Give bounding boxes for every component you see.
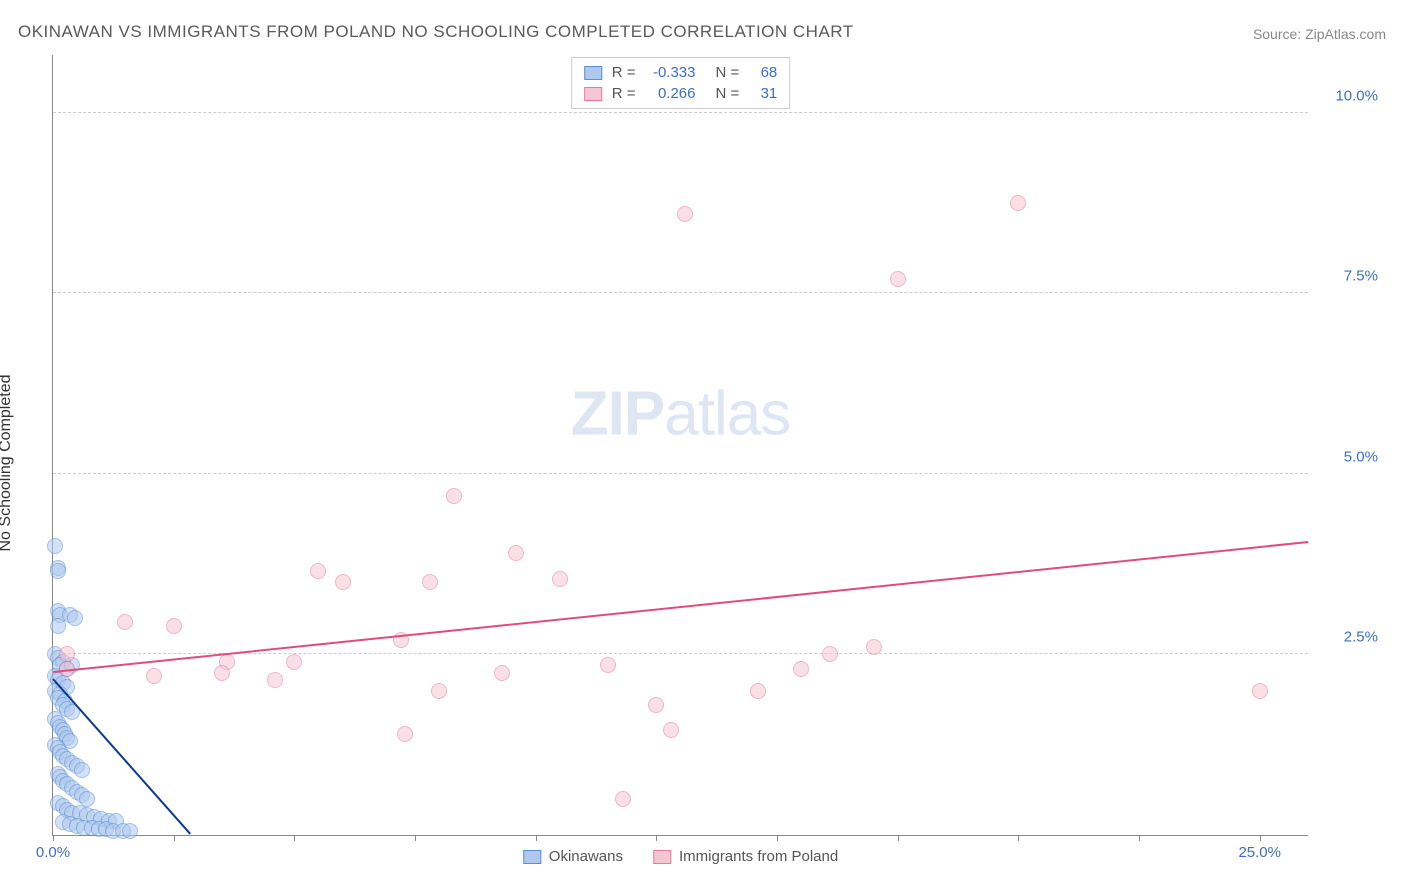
- series-legend-item: Okinawans: [523, 848, 623, 865]
- data-point: [397, 726, 413, 742]
- legend-swatch: [584, 87, 602, 101]
- data-point: [267, 672, 283, 688]
- series-legend: Okinawans Immigrants from Poland: [523, 848, 838, 865]
- data-point: [750, 683, 766, 699]
- x-tick: [1018, 835, 1019, 841]
- legend-swatch: [584, 66, 602, 80]
- stat-n-label: N =: [716, 64, 740, 81]
- data-point: [615, 791, 631, 807]
- data-point: [117, 614, 133, 630]
- series-legend-item: Immigrants from Poland: [653, 848, 838, 865]
- x-tick: [415, 835, 416, 841]
- grid-line-h: [53, 473, 1308, 474]
- stat-r-label: R =: [612, 85, 636, 102]
- y-tick-label: 10.0%: [1318, 87, 1378, 104]
- y-tick-label: 5.0%: [1318, 448, 1378, 465]
- plot-area: ZIPatlas R =-0.333N =68R =0.266N =31 Oki…: [52, 55, 1308, 836]
- x-tick: [174, 835, 175, 841]
- data-point: [286, 654, 302, 670]
- stat-r-value: 0.266: [646, 85, 696, 102]
- grid-line-h: [53, 292, 1308, 293]
- data-point: [793, 661, 809, 677]
- x-tick: [53, 835, 54, 841]
- x-tick: [777, 835, 778, 841]
- source-attribution: Source: ZipAtlas.com: [1253, 26, 1386, 42]
- data-point: [446, 488, 462, 504]
- data-point: [648, 697, 664, 713]
- stat-n-label: N =: [716, 85, 740, 102]
- y-axis-title: No Schooling Completed: [0, 374, 15, 551]
- data-point: [663, 722, 679, 738]
- data-point: [47, 538, 63, 554]
- x-tick: [898, 835, 899, 841]
- y-tick-label: 2.5%: [1318, 629, 1378, 646]
- x-tick: [294, 835, 295, 841]
- data-point: [494, 665, 510, 681]
- data-point: [600, 657, 616, 673]
- x-tick-label: 25.0%: [1238, 844, 1281, 861]
- grid-line-h: [53, 112, 1308, 113]
- data-point: [1252, 683, 1268, 699]
- data-point: [890, 271, 906, 287]
- data-point: [677, 206, 693, 222]
- stat-n-value: 68: [749, 64, 777, 81]
- data-point: [79, 791, 95, 807]
- data-point: [50, 563, 66, 579]
- data-point: [335, 574, 351, 590]
- data-point: [166, 618, 182, 634]
- x-tick: [1139, 835, 1140, 841]
- data-point: [74, 762, 90, 778]
- y-tick-label: 7.5%: [1318, 268, 1378, 285]
- stat-r-value: -0.333: [646, 64, 696, 81]
- data-point: [822, 646, 838, 662]
- data-point: [310, 563, 326, 579]
- x-tick: [656, 835, 657, 841]
- x-tick: [1260, 835, 1261, 841]
- legend-swatch: [653, 850, 671, 864]
- stat-n-value: 31: [749, 85, 777, 102]
- stats-legend-row: R = 0.266 N = 31: [584, 83, 778, 104]
- chart-title: OKINAWAN VS IMMIGRANTS FROM POLAND NO SC…: [18, 22, 854, 42]
- watermark-bold: ZIP: [571, 379, 664, 448]
- series-name: Okinawans: [549, 848, 623, 865]
- x-tick-label: 0.0%: [36, 844, 70, 861]
- watermark-light: atlas: [664, 379, 790, 448]
- chart-container: No Schooling Completed ZIPatlas R =-0.33…: [18, 55, 1388, 870]
- grid-line-h: [53, 653, 1308, 654]
- data-point: [1010, 195, 1026, 211]
- data-point: [422, 574, 438, 590]
- data-point: [431, 683, 447, 699]
- stat-r-label: R =: [612, 64, 636, 81]
- watermark: ZIPatlas: [571, 378, 790, 449]
- data-point: [122, 823, 138, 839]
- data-point: [146, 668, 162, 684]
- series-name: Immigrants from Poland: [679, 848, 838, 865]
- stats-legend-row: R = -0.333 N = 68: [584, 62, 778, 83]
- data-point: [508, 545, 524, 561]
- legend-swatch: [523, 850, 541, 864]
- stats-legend: R = -0.333 N = 68 R = 0.266 N = 31: [571, 57, 791, 109]
- data-point: [552, 571, 568, 587]
- data-point: [214, 665, 230, 681]
- data-point: [866, 639, 882, 655]
- data-point: [67, 610, 83, 626]
- x-tick: [536, 835, 537, 841]
